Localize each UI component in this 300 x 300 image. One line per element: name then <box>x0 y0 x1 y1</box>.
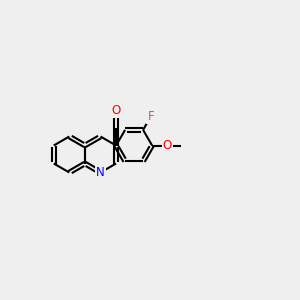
Text: N: N <box>96 166 105 179</box>
Text: F: F <box>147 110 154 123</box>
Text: O: O <box>163 139 172 152</box>
Text: O: O <box>112 104 121 117</box>
